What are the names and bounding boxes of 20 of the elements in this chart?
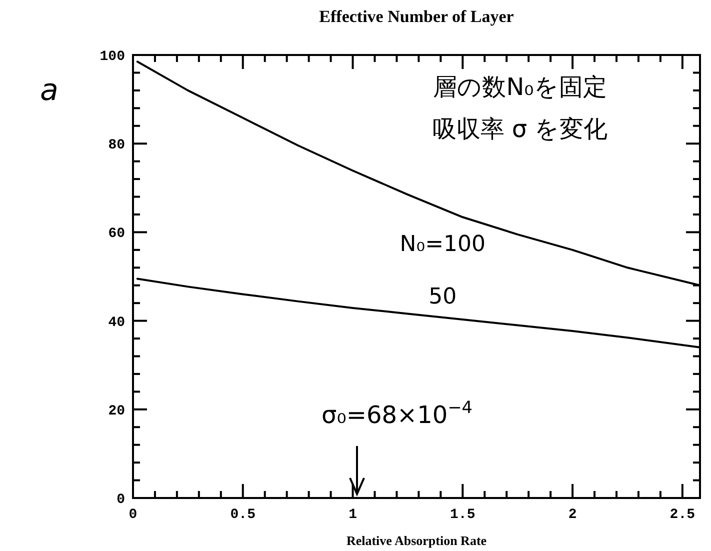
x-tick-label: 0 bbox=[128, 507, 138, 523]
text: a bbox=[40, 73, 58, 108]
series-label: 50 bbox=[428, 284, 457, 310]
x-tick-label: 1 bbox=[348, 507, 357, 523]
annotation: 層の数N₀を固定 bbox=[433, 73, 607, 101]
chart-title: Effective Number of Layer bbox=[319, 7, 514, 26]
x-tick-label: 2 bbox=[568, 507, 577, 523]
series-label: N₀=100 bbox=[400, 232, 486, 258]
x-tick-label: 1.5 bbox=[450, 507, 476, 523]
y-tick-label: 0 bbox=[116, 492, 125, 508]
x-tick-label: 2.5 bbox=[670, 507, 696, 523]
y-tick-label: 80 bbox=[108, 138, 125, 154]
y-tick-label: 100 bbox=[100, 49, 125, 65]
x-tick-label: 0.5 bbox=[230, 507, 256, 523]
x-axis-title: Relative Absorption Rate bbox=[346, 533, 487, 548]
y-tick-label: 40 bbox=[108, 314, 125, 331]
y-tick-label: 60 bbox=[108, 226, 125, 242]
annotation: σ₀=68×10$^{−4}$ bbox=[322, 397, 472, 429]
y-tick-label: 20 bbox=[108, 403, 125, 420]
annotation: 吸収率 σ を変化 bbox=[432, 115, 608, 143]
